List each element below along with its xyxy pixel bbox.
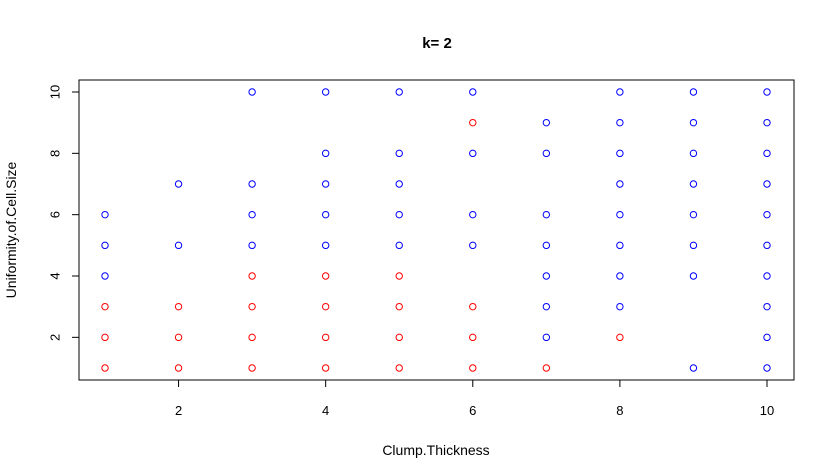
data-point-cluster-1 xyxy=(395,302,403,311)
data-point-cluster-1 xyxy=(616,333,624,342)
x-tick-label: 2 xyxy=(175,403,182,418)
data-point-cluster-2 xyxy=(689,180,698,188)
data-point-cluster-2 xyxy=(248,180,256,188)
data-point-cluster-1 xyxy=(321,364,330,372)
data-point-cluster-2 xyxy=(542,333,551,342)
data-point-cluster-2 xyxy=(542,241,551,250)
data-point-cluster-2 xyxy=(321,149,330,158)
y-axis: 2 4 6 8 10 xyxy=(48,85,79,341)
data-point-cluster-2 xyxy=(689,149,698,158)
data-point-cluster-2 xyxy=(689,364,698,372)
y-axis-label: Uniformity.of.Cell.Size xyxy=(3,161,19,298)
data-point-cluster-2 xyxy=(321,241,330,250)
data-point-cluster-1 xyxy=(395,364,403,372)
data-points xyxy=(101,88,771,372)
y-tick-label: 10 xyxy=(48,85,63,99)
data-point-cluster-2 xyxy=(248,88,256,96)
chart-title: k= 2 xyxy=(422,35,452,52)
data-point-cluster-2 xyxy=(542,149,551,158)
data-point-cluster-2 xyxy=(763,364,771,372)
data-point-cluster-2 xyxy=(763,118,771,127)
data-point-cluster-2 xyxy=(763,210,771,219)
data-point-cluster-2 xyxy=(616,149,624,158)
data-point-cluster-2 xyxy=(101,241,109,250)
data-point-cluster-2 xyxy=(616,210,624,219)
data-point-cluster-2 xyxy=(248,210,256,219)
data-point-cluster-1 xyxy=(174,333,183,342)
data-point-cluster-2 xyxy=(101,272,109,280)
data-point-cluster-1 xyxy=(321,302,330,311)
data-point-cluster-2 xyxy=(616,180,624,188)
y-tick-label: 8 xyxy=(48,150,63,157)
data-point-cluster-2 xyxy=(689,272,698,280)
data-point-cluster-2 xyxy=(763,149,771,158)
data-point-cluster-2 xyxy=(689,210,698,219)
data-point-cluster-1 xyxy=(101,333,109,342)
x-tick-label: 4 xyxy=(322,403,329,418)
data-point-cluster-1 xyxy=(321,272,330,280)
data-point-cluster-1 xyxy=(248,364,256,372)
data-point-cluster-2 xyxy=(469,149,477,158)
data-point-cluster-1 xyxy=(395,272,403,280)
y-tick-label: 2 xyxy=(48,334,63,341)
y-tick-label: 4 xyxy=(48,272,63,279)
data-point-cluster-1 xyxy=(542,364,551,372)
data-point-cluster-2 xyxy=(248,241,256,250)
data-point-cluster-2 xyxy=(469,88,477,96)
data-point-cluster-2 xyxy=(542,118,551,127)
data-point-cluster-2 xyxy=(689,118,698,127)
data-point-cluster-1 xyxy=(101,302,109,311)
x-tick-label: 10 xyxy=(760,403,774,418)
data-point-cluster-2 xyxy=(763,88,771,96)
y-tick-label: 6 xyxy=(48,211,63,218)
data-point-cluster-1 xyxy=(248,272,256,280)
data-point-cluster-2 xyxy=(174,241,183,250)
data-point-cluster-1 xyxy=(248,302,256,311)
data-point-cluster-2 xyxy=(469,241,477,250)
data-point-cluster-1 xyxy=(248,333,256,342)
data-point-cluster-2 xyxy=(395,210,403,219)
x-tick-label: 8 xyxy=(616,403,623,418)
data-point-cluster-2 xyxy=(763,241,771,250)
data-point-cluster-2 xyxy=(763,302,771,311)
data-point-cluster-2 xyxy=(689,88,698,96)
data-point-cluster-2 xyxy=(174,180,183,188)
data-point-cluster-2 xyxy=(616,118,624,127)
data-point-cluster-2 xyxy=(616,302,624,311)
data-point-cluster-2 xyxy=(542,210,551,219)
data-point-cluster-1 xyxy=(174,302,183,311)
data-point-cluster-1 xyxy=(101,364,109,372)
data-point-cluster-1 xyxy=(174,364,183,372)
data-point-cluster-2 xyxy=(469,210,477,219)
data-point-cluster-2 xyxy=(542,272,551,280)
data-point-cluster-2 xyxy=(616,241,624,250)
data-point-cluster-2 xyxy=(321,180,330,188)
data-point-cluster-2 xyxy=(763,272,771,280)
data-point-cluster-2 xyxy=(616,272,624,280)
plot-frame xyxy=(78,79,795,381)
data-point-cluster-1 xyxy=(469,302,477,311)
data-point-cluster-1 xyxy=(469,118,477,127)
data-point-cluster-2 xyxy=(616,88,624,96)
data-point-cluster-2 xyxy=(321,210,330,219)
x-axis: 2 4 6 8 10 xyxy=(175,380,774,418)
data-point-cluster-2 xyxy=(689,241,698,250)
data-point-cluster-2 xyxy=(395,180,403,188)
data-point-cluster-1 xyxy=(469,333,477,342)
data-point-cluster-2 xyxy=(763,333,771,342)
x-tick-label: 6 xyxy=(469,403,476,418)
data-point-cluster-2 xyxy=(395,149,403,158)
data-point-cluster-2 xyxy=(321,88,330,96)
data-point-cluster-1 xyxy=(321,333,330,342)
data-point-cluster-2 xyxy=(101,210,109,219)
data-point-cluster-1 xyxy=(469,364,477,372)
data-point-cluster-2 xyxy=(542,302,551,311)
data-point-cluster-2 xyxy=(395,88,403,96)
x-axis-label: Clump.Thickness xyxy=(382,442,489,458)
data-point-cluster-2 xyxy=(763,180,771,188)
data-point-cluster-2 xyxy=(395,241,403,250)
data-point-cluster-1 xyxy=(395,333,403,342)
